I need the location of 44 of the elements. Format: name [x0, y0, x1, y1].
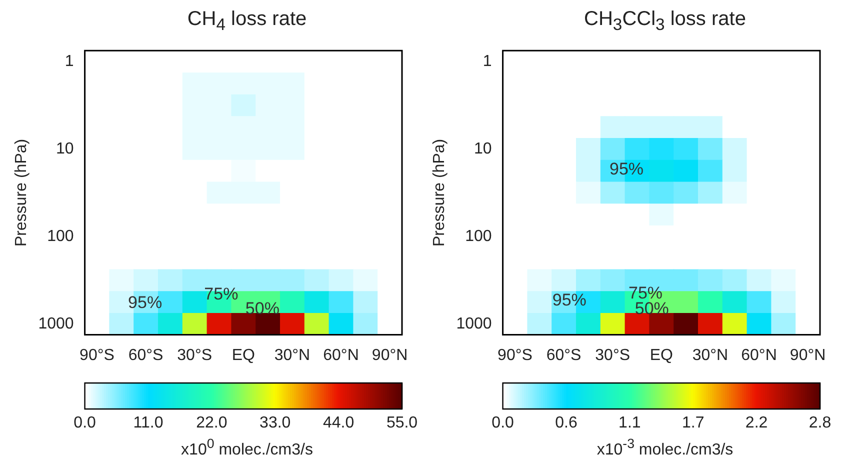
chart-title: CH$_{3}$CCl$_{3}$ loss rate [583, 8, 747, 36]
annotation: 95% [609, 160, 644, 179]
y-tick-label: 1 [64, 52, 74, 70]
x-tick-label: 90°S [80, 346, 114, 364]
y-tick-label: 1000 [38, 315, 74, 332]
y-axis-title: Pressure (hPa) [431, 138, 448, 246]
x-tick-label: 60°S [546, 346, 582, 364]
color-bar-label: 55.0 [386, 414, 418, 432]
color-bar-label: 44.0 [322, 414, 354, 432]
y-tick-label: 10 [56, 140, 74, 158]
chart-title: CH$_{4}$ loss rate [186, 8, 308, 36]
y-tick-label: 100 [465, 228, 492, 245]
color-bar-label: 0.0 [74, 414, 96, 432]
y-tick-label: 1 [482, 52, 492, 70]
color-bar-label: 11.0 [133, 414, 164, 432]
x-tick-label: 30°N [692, 346, 728, 364]
color-bar-label: 0.0 [492, 414, 514, 432]
x-tick-label: 90°S [498, 346, 532, 364]
color-bar-label: 33.0 [260, 414, 291, 432]
y-tick-label: 100 [47, 228, 74, 245]
color-bar-label: 2.8 [808, 414, 832, 432]
color-bar-title: x10$^{-3}$ molec./cm3/s [596, 436, 734, 460]
x-tick-label: 60°N [323, 346, 359, 364]
x-tick-label: 90°N [790, 346, 826, 364]
color-bar-label: 2.2 [745, 414, 768, 432]
color-bar-label: 1.7 [682, 414, 704, 432]
x-tick-label: 30°S [595, 346, 630, 364]
x-tick-label: 30°S [177, 346, 212, 364]
y-tick-label: 1000 [456, 315, 492, 332]
y-axis-title: Pressure (hPa) [13, 138, 30, 246]
annotation: 50% [245, 298, 280, 318]
y-tick-label: 10 [474, 140, 492, 158]
color-bar-label: 1.1 [618, 414, 641, 432]
color-bar-label: 0.6 [555, 414, 578, 432]
x-tick-label: 60°S [128, 346, 164, 364]
x-tick-label: EQ [650, 346, 673, 364]
annotation: 95% [128, 293, 162, 312]
x-tick-label: 30°N [274, 346, 310, 364]
color-bar-label: 22.0 [196, 414, 228, 432]
color-bar-title: x10$^{0}$ molec./cm3/s [180, 436, 314, 460]
x-tick-label: 90°N [372, 346, 408, 364]
x-tick-label: 60°N [741, 346, 777, 364]
annotation: 95% [552, 290, 586, 310]
x-tick-label: EQ [232, 346, 255, 364]
